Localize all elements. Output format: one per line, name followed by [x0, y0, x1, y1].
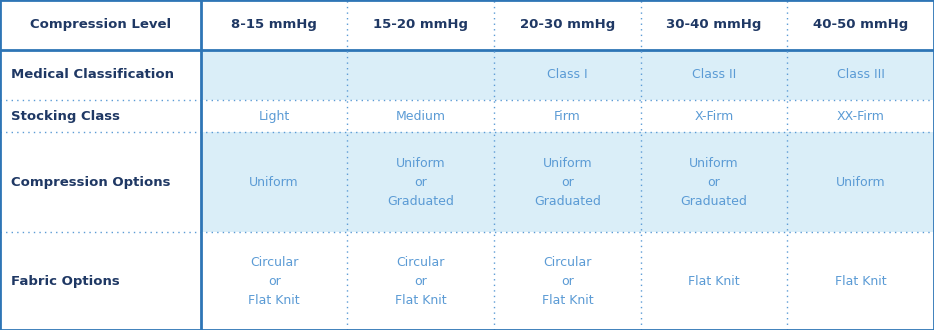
Text: Stocking Class: Stocking Class: [11, 110, 120, 122]
Text: 40-50 mmHg: 40-50 mmHg: [814, 18, 908, 31]
Bar: [494, 132, 641, 232]
Text: Flat Knit: Flat Knit: [835, 275, 886, 287]
Bar: [201, 0, 347, 50]
Bar: [201, 100, 347, 132]
Text: Uniform
or
Graduated: Uniform or Graduated: [534, 157, 601, 208]
Text: 20-30 mmHg: 20-30 mmHg: [520, 18, 615, 31]
Text: Flat Knit: Flat Knit: [688, 275, 740, 287]
Text: 30-40 mmHg: 30-40 mmHg: [666, 18, 762, 31]
Text: Compression Level: Compression Level: [30, 18, 171, 31]
Bar: [0, 232, 201, 330]
Text: Class I: Class I: [547, 68, 587, 81]
Text: Fabric Options: Fabric Options: [11, 275, 120, 287]
Bar: [347, 0, 494, 50]
Bar: [347, 100, 494, 132]
Text: XX-Firm: XX-Firm: [837, 110, 884, 122]
Bar: [201, 232, 347, 330]
Text: Medical Classification: Medical Classification: [11, 68, 175, 81]
Bar: [347, 132, 494, 232]
Text: 15-20 mmHg: 15-20 mmHg: [374, 18, 468, 31]
Text: Circular
or
Flat Knit: Circular or Flat Knit: [395, 255, 446, 307]
Bar: [0, 50, 201, 100]
Bar: [347, 50, 494, 100]
Text: Circular
or
Flat Knit: Circular or Flat Knit: [542, 255, 593, 307]
Bar: [494, 232, 641, 330]
Text: Uniform
or
Graduated: Uniform or Graduated: [388, 157, 454, 208]
Bar: [787, 50, 934, 100]
Text: Medium: Medium: [396, 110, 446, 122]
Text: Compression Options: Compression Options: [11, 176, 171, 189]
Text: Uniform
or
Graduated: Uniform or Graduated: [681, 157, 747, 208]
Bar: [787, 132, 934, 232]
Bar: [641, 132, 787, 232]
Text: Light: Light: [259, 110, 290, 122]
Bar: [494, 100, 641, 132]
Bar: [787, 100, 934, 132]
Text: Class III: Class III: [837, 68, 884, 81]
Bar: [641, 100, 787, 132]
Text: Class II: Class II: [692, 68, 736, 81]
Bar: [641, 232, 787, 330]
Text: Uniform: Uniform: [836, 176, 885, 189]
Bar: [494, 0, 641, 50]
Text: Uniform: Uniform: [249, 176, 299, 189]
Bar: [201, 50, 347, 100]
Bar: [787, 0, 934, 50]
Text: Firm: Firm: [554, 110, 581, 122]
Bar: [494, 50, 641, 100]
Bar: [0, 100, 201, 132]
Bar: [641, 0, 787, 50]
Text: 8-15 mmHg: 8-15 mmHg: [232, 18, 317, 31]
Bar: [641, 50, 787, 100]
Text: X-Firm: X-Firm: [694, 110, 734, 122]
Bar: [0, 132, 201, 232]
Bar: [0, 0, 201, 50]
Bar: [347, 232, 494, 330]
Text: Circular
or
Flat Knit: Circular or Flat Knit: [248, 255, 300, 307]
Bar: [201, 132, 347, 232]
Bar: [787, 232, 934, 330]
